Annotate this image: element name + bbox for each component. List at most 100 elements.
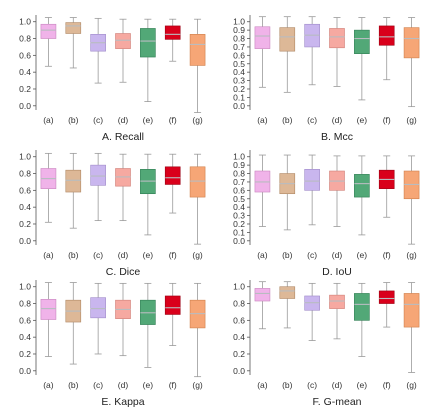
iqr-box [140, 28, 156, 58]
y-tick-label: 0.9 [233, 160, 245, 170]
y-tick-label: 0.0 [233, 236, 245, 246]
y-tick-label: 0.2 [19, 219, 31, 229]
y-tick-label: 0.6 [233, 185, 245, 195]
y-tick-label: 0.8 [233, 299, 245, 309]
iqr-box [65, 22, 82, 34]
category-label: (c) [93, 115, 103, 125]
chart-panel: 0.00.10.20.30.40.50.60.70.80.91.0 (a) (b) (… [233, 150, 420, 278]
category-label: (f) [169, 115, 177, 125]
category-label: (a) [43, 115, 54, 125]
y-tick-label: 0.7 [233, 42, 245, 52]
panel-title: D. IoU [322, 266, 352, 278]
y-tick-label: 0.1 [233, 227, 245, 237]
iqr-box [164, 25, 181, 40]
y-tick-label: 0.4 [19, 67, 31, 77]
y-tick-label: 0.0 [233, 101, 245, 111]
panel-title: C. Dice [106, 266, 141, 278]
y-tick-label: 1.0 [233, 282, 245, 292]
iqr-box [164, 295, 181, 315]
box-d [115, 18, 131, 83]
box-c [304, 282, 320, 341]
y-tick-label: 1.0 [233, 152, 245, 162]
y-tick-label: 0.2 [19, 84, 31, 94]
iqr-box [329, 28, 345, 49]
iqr-box [354, 293, 370, 321]
category-label: (a) [43, 250, 54, 260]
y-tick-label: 0.2 [233, 219, 245, 229]
y-tick-label: 1.0 [19, 17, 31, 27]
category-label: (c) [93, 380, 103, 390]
iqr-box [254, 26, 271, 49]
y-tick-label: 0.8 [233, 34, 245, 44]
y-tick-label: 0.8 [19, 34, 31, 44]
box-f [378, 282, 395, 328]
category-label: (g) [406, 380, 417, 390]
box-a [40, 152, 57, 223]
panel-title: E. Kappa [101, 396, 144, 408]
box-d [329, 17, 345, 87]
iqr-box [115, 33, 131, 49]
iqr-box [189, 166, 206, 198]
box-g [189, 153, 206, 245]
y-tick-label: 0.4 [19, 202, 31, 212]
category-label: (e) [143, 115, 154, 125]
category-label: (d) [118, 380, 129, 390]
box-c [90, 282, 106, 355]
y-tick-label: 0.4 [233, 67, 245, 77]
y-tick-label: 0.9 [233, 25, 245, 35]
category-label: (d) [332, 115, 343, 125]
category-label: (d) [118, 250, 129, 260]
y-tick-label: 0.0 [19, 366, 31, 376]
category-label: (c) [307, 380, 317, 390]
category-label: (g) [406, 250, 417, 260]
chart-panel: 0.0 0.2 0.4 0.6 0.8 1.0 (a) (b) (c) (d) (e) (f) (g) F… [233, 280, 420, 408]
box-d [329, 282, 345, 340]
iqr-box [304, 169, 320, 191]
y-tick-label: 1.0 [19, 282, 31, 292]
box-b [279, 16, 296, 93]
iqr-box [378, 290, 395, 304]
y-tick-label: 0.0 [233, 366, 245, 376]
category-label: (b) [68, 380, 79, 390]
chart-panel: 0.00.10.20.30.40.50.60.70.80.91.0 (a) (b) (… [233, 15, 420, 143]
box-d [329, 155, 345, 227]
category-label: (f) [383, 250, 391, 260]
category-label: (d) [118, 115, 129, 125]
y-tick-label: 0.2 [19, 349, 31, 359]
y-tick-label: 0.3 [233, 211, 245, 221]
box-f [164, 282, 181, 346]
box-f [164, 18, 181, 62]
box-a [254, 281, 271, 330]
category-label: (f) [169, 380, 177, 390]
category-label: (c) [307, 115, 317, 125]
chart-panel: 0.0 0.2 0.4 0.6 0.8 1.0 (a) (b) (c) (d) (e) (f) (g) E… [19, 280, 206, 408]
box-f [164, 153, 181, 214]
category-label: (a) [257, 250, 268, 260]
category-label: (e) [143, 250, 154, 260]
iqr-box [65, 169, 82, 193]
box-a [40, 17, 57, 67]
category-label: (e) [143, 380, 154, 390]
iqr-box [90, 164, 106, 186]
box-e [354, 155, 370, 236]
panel-title: B. Mcc [321, 131, 353, 143]
box-c [304, 16, 320, 86]
box-d [115, 153, 131, 222]
category-label: (a) [43, 380, 54, 390]
y-tick-label: 0.6 [19, 185, 31, 195]
box-g [189, 18, 206, 113]
category-label: (e) [357, 380, 368, 390]
box-b [279, 154, 296, 231]
category-label: (f) [169, 250, 177, 260]
box-f [378, 17, 395, 81]
box-e [354, 17, 370, 101]
iqr-box [90, 297, 106, 319]
box-e [140, 18, 156, 102]
box-a [40, 282, 57, 357]
box-g [189, 282, 206, 378]
box-c [304, 154, 320, 226]
category-label: (e) [357, 250, 368, 260]
box-g [403, 155, 420, 245]
category-label: (g) [192, 115, 203, 125]
